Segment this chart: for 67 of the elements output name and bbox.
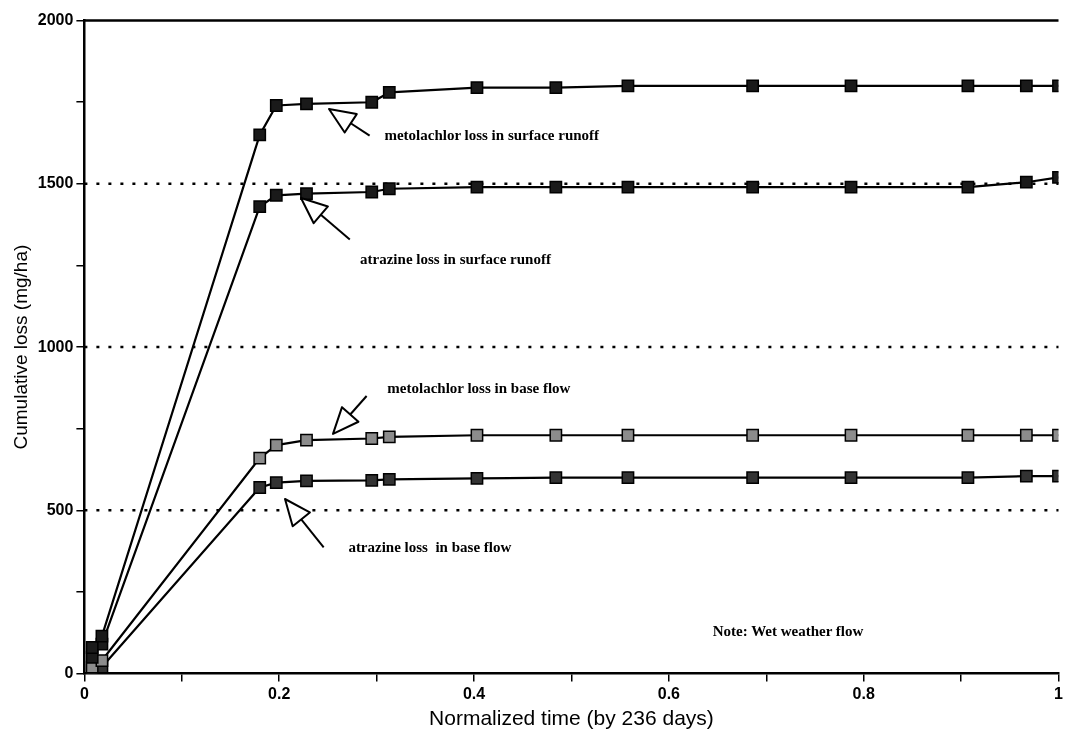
- x-axis-title: Normalized time (by 236 days): [429, 706, 714, 730]
- point: [1019, 175, 1033, 189]
- annotation: atrazine loss in base flow: [348, 537, 512, 557]
- point: [300, 187, 313, 201]
- point: [746, 79, 760, 93]
- x-tick-label: 0: [79, 684, 89, 702]
- x-tick-label: 0.4: [462, 684, 486, 702]
- point: [961, 79, 975, 93]
- point: [961, 180, 975, 194]
- point: [621, 471, 635, 485]
- annotation: metolachlor loss in base flow: [387, 379, 571, 399]
- point: [549, 180, 563, 194]
- point: [746, 471, 760, 485]
- point: [844, 180, 858, 194]
- point: [269, 99, 283, 112]
- x-tick-label: 1: [1054, 684, 1064, 702]
- annotation: atrazine loss in surface runoff: [360, 249, 551, 269]
- point: [844, 79, 858, 93]
- point: [1019, 469, 1033, 483]
- x-tick-label: 0.8: [852, 684, 875, 702]
- point: [253, 128, 267, 142]
- annotation: metolachlor loss in surface runoff: [384, 125, 600, 145]
- y-tick-label: 500: [46, 500, 74, 518]
- y-tick-label: 2000: [37, 11, 74, 29]
- point: [1019, 428, 1033, 442]
- y-tick-label: 0: [64, 664, 74, 682]
- point: [621, 79, 635, 93]
- x-tick-label: 0.2: [268, 684, 291, 702]
- point: [300, 474, 313, 488]
- point: [549, 471, 563, 485]
- point: [382, 472, 396, 486]
- point: [1019, 79, 1033, 93]
- point: [300, 433, 313, 447]
- point: [844, 428, 858, 442]
- point: [253, 451, 267, 465]
- point: [365, 185, 379, 199]
- point: [269, 476, 283, 489]
- point: [470, 180, 484, 194]
- point: [269, 438, 283, 452]
- point: [621, 428, 635, 442]
- point: [549, 428, 563, 442]
- point: [253, 481, 267, 494]
- point: [844, 471, 858, 485]
- point: [253, 200, 267, 214]
- point: [746, 180, 760, 194]
- y-axis-title: Cumulative loss (mg/ha): [9, 244, 31, 450]
- point: [365, 473, 379, 487]
- point: [382, 182, 396, 196]
- point: [549, 81, 563, 94]
- point: [621, 180, 635, 194]
- annotation: Note: Wet weather flow: [712, 621, 864, 641]
- x-tick-label: 0.6: [657, 684, 681, 702]
- point: [961, 471, 975, 485]
- point: [365, 95, 379, 109]
- point: [300, 97, 313, 111]
- point: [470, 428, 484, 442]
- point: [470, 471, 484, 485]
- y-tick-label: 1500: [37, 174, 74, 192]
- y-tick-label: 1000: [37, 337, 74, 355]
- point: [746, 428, 760, 442]
- point: [382, 86, 396, 99]
- point: [382, 430, 396, 444]
- point: [85, 641, 99, 654]
- point: [470, 81, 484, 94]
- point: [365, 432, 379, 445]
- point: [961, 428, 975, 442]
- point: [269, 188, 283, 202]
